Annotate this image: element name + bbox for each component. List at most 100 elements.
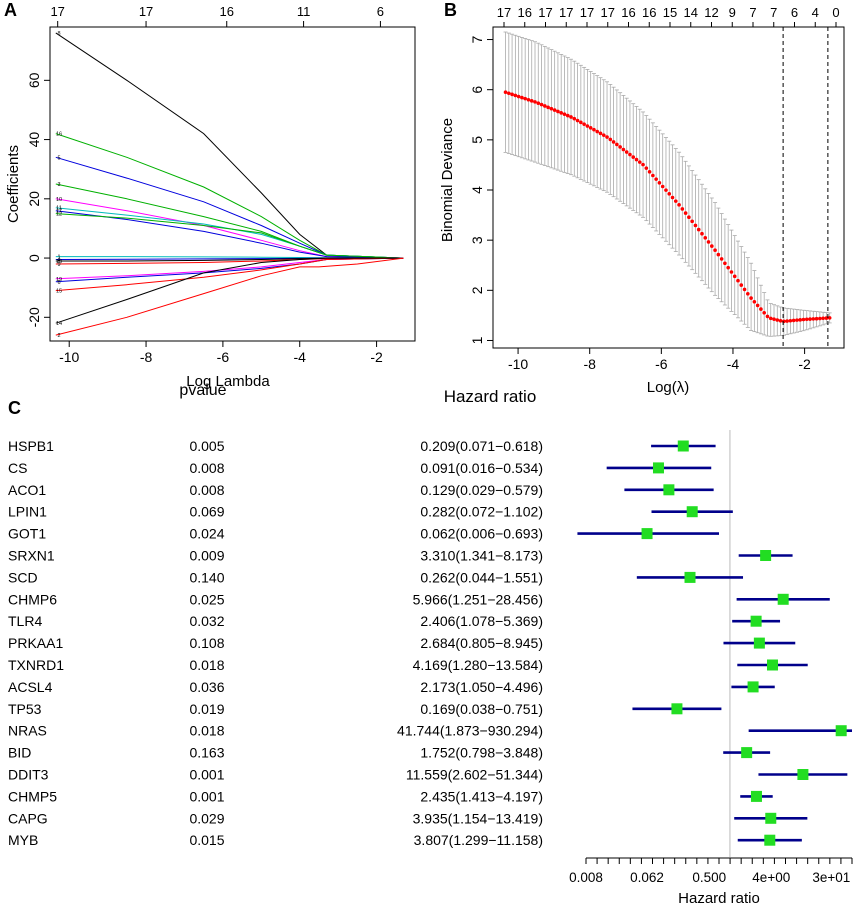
hr-box [641, 528, 653, 540]
coef-line-label: 16 [56, 132, 62, 138]
gene-name: BID [8, 745, 31, 761]
deviance-point [595, 129, 600, 134]
deviance-point [572, 116, 577, 121]
hr-cell: 5.966(1.251−28.456) [413, 591, 543, 607]
deviance-point [601, 133, 606, 137]
y-tick-label-a: 20 [26, 191, 42, 207]
top-tick-label-b: 0 [832, 5, 839, 20]
x-axis-label-b: Log(λ) [647, 379, 690, 396]
hazard-ratio-header: Hazard ratio [444, 387, 537, 406]
deviance-point [710, 244, 714, 248]
top-tick-label-b: 16 [518, 5, 532, 20]
deviance-point [575, 118, 580, 123]
x-tick-label-b: -6 [655, 356, 668, 372]
coef-line-2 [55, 257, 404, 336]
deviance-point [588, 126, 593, 130]
hr-box [765, 812, 777, 824]
pvalue-cell: 0.015 [189, 832, 224, 848]
deviance-point [795, 318, 799, 322]
hr-box [767, 659, 779, 671]
deviance-point [549, 106, 554, 111]
gene-name: DDIT3 [8, 767, 49, 783]
y-tick-label-b: 6 [469, 86, 485, 94]
coef-line-label: 3 [57, 182, 60, 188]
deviance-point [765, 314, 770, 319]
deviance-point [739, 283, 744, 287]
panel-label-a: A [4, 0, 17, 20]
deviance-point [785, 319, 789, 323]
hr-box [677, 440, 689, 452]
deviance-point [539, 102, 544, 107]
hr-box [777, 593, 789, 605]
top-tick-label-a: 17 [50, 4, 64, 19]
deviance-point [749, 296, 753, 300]
hr-cell: 3.807(1.299−11.158) [414, 832, 543, 848]
coef-line-label: 14 [56, 321, 62, 327]
hr-cell: 11.559(2.602−51.344) [406, 767, 543, 783]
coef-line-3 [55, 183, 404, 259]
deviance-point [543, 104, 547, 108]
y-tick-label-b: 7 [469, 35, 485, 43]
pvalue-cell: 0.008 [189, 482, 224, 498]
y-tick-label-b: 4 [469, 186, 485, 194]
coef-line-label: 15 [56, 289, 62, 295]
deviance-point [523, 96, 527, 101]
y-tick-label-b: 3 [469, 236, 485, 244]
top-tick-label-b: 9 [729, 5, 736, 20]
top-tick-label-b: 7 [749, 5, 756, 20]
deviance-point [605, 135, 609, 139]
deviance-point [556, 109, 560, 114]
x-tick-label-b: -4 [727, 356, 740, 372]
deviance-point [703, 236, 708, 240]
deviance-point [585, 124, 590, 128]
deviance-point [634, 157, 639, 162]
x-tick-label-a: -10 [59, 349, 79, 365]
deviance-point [726, 265, 730, 270]
deviance-point [503, 90, 508, 95]
top-tick-label-b: 17 [497, 5, 511, 20]
deviance-point [818, 316, 822, 321]
deviance-point [706, 240, 711, 244]
coef-line-11 [55, 207, 404, 259]
top-tick-label-a: 16 [220, 4, 234, 19]
coef-line-label: 2 [57, 333, 60, 339]
coef-line-15 [55, 257, 404, 292]
hr-box [747, 681, 759, 693]
deviance-point [736, 278, 740, 283]
gene-name: NRAS [8, 723, 47, 739]
deviance-point [529, 99, 534, 103]
x-tick-label-c: 0.008 [569, 870, 603, 885]
deviance-point [536, 101, 541, 105]
deviance-point [719, 257, 724, 261]
hr-box [835, 725, 847, 737]
top-tick-label-b: 16 [621, 5, 635, 20]
hr-box [753, 637, 765, 649]
deviance-point [641, 162, 645, 167]
coef-line-label: 19 [56, 277, 62, 283]
deviance-point [637, 160, 642, 164]
pvalue-cell: 0.108 [189, 635, 224, 651]
pvalue-cell: 0.025 [189, 591, 224, 607]
deviance-point [598, 131, 603, 136]
deviance-point [569, 115, 573, 119]
top-tick-label-b: 17 [580, 5, 594, 20]
deviance-point [565, 113, 570, 118]
top-tick-label-b: 7 [770, 5, 777, 20]
top-tick-label-b: 17 [559, 5, 573, 20]
deviance-point [808, 317, 812, 321]
gene-name: PRKAA1 [8, 635, 63, 651]
x-tick-label-a: -6 [217, 349, 230, 365]
deviance-point [654, 177, 658, 181]
pvalue-header: pvalue [179, 382, 226, 399]
y-tick-label-b: 1 [469, 336, 485, 344]
hr-cell: 2.406(1.078−5.369) [420, 613, 543, 629]
hr-box [686, 506, 698, 518]
pvalue-cell: 0.140 [189, 569, 224, 585]
deviance-point [755, 303, 760, 308]
deviance-point [746, 291, 750, 296]
deviance-point [664, 188, 668, 192]
gene-name: CHMP6 [8, 591, 57, 607]
deviance-point [657, 181, 662, 185]
hr-box [652, 462, 664, 474]
